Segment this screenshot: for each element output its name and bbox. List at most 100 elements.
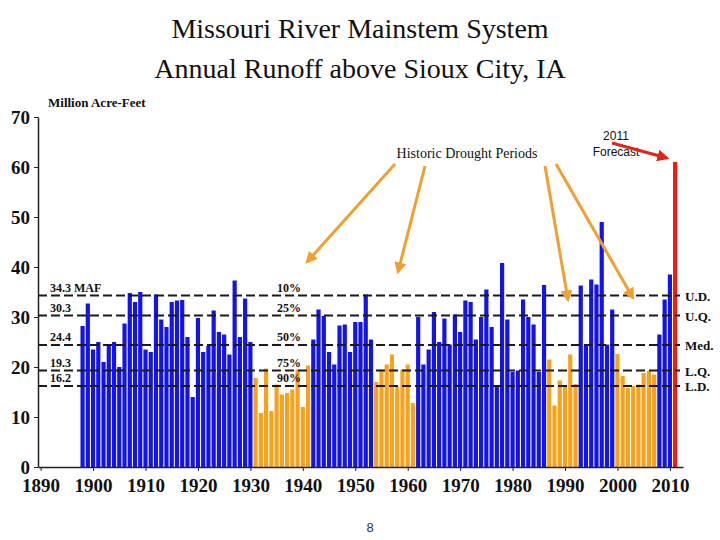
bar xyxy=(238,337,242,467)
x-tick: 1890 xyxy=(22,467,60,496)
bar xyxy=(663,300,667,468)
bar xyxy=(584,345,588,468)
bar xyxy=(479,317,483,467)
x-tick-mark xyxy=(355,467,356,471)
bar xyxy=(149,352,153,467)
x-tick-mark xyxy=(146,467,147,471)
bar xyxy=(416,317,420,467)
bar xyxy=(495,387,499,467)
bar xyxy=(96,342,100,467)
y-tick-label: 30 xyxy=(11,307,30,328)
y-tick-label: 70 xyxy=(11,107,30,128)
bar xyxy=(626,388,630,467)
bar xyxy=(133,302,137,467)
bar xyxy=(233,281,237,468)
annotation-arrow xyxy=(307,164,395,262)
reference-code-label: L.Q. xyxy=(685,364,710,379)
x-tick: 1980 xyxy=(494,467,532,496)
title: Missouri River Mainstem System xyxy=(171,13,548,44)
y-tick-mark xyxy=(34,217,38,218)
bar xyxy=(285,393,289,467)
x-tick: 1990 xyxy=(547,467,585,496)
bar xyxy=(280,395,284,468)
reference-value-label: 19.3 xyxy=(50,356,71,370)
x-tick: 1960 xyxy=(389,467,427,496)
y-axis: 010203040506070 xyxy=(11,107,39,478)
x-tick-label: 1940 xyxy=(284,475,322,496)
bar xyxy=(128,293,132,467)
bar xyxy=(316,310,320,468)
bar xyxy=(490,327,494,467)
y-tick-mark xyxy=(34,417,38,418)
reference-value-label: 16.2 xyxy=(50,371,71,385)
annotation-arrow xyxy=(398,166,425,272)
bar xyxy=(379,370,383,468)
bar xyxy=(589,280,593,468)
reference-line xyxy=(38,385,680,387)
bar xyxy=(547,360,551,468)
bar xyxy=(243,299,247,468)
bar xyxy=(217,332,221,467)
x-tick-label: 1920 xyxy=(179,475,217,496)
bar xyxy=(117,367,121,467)
y-tick-mark xyxy=(34,117,38,118)
reference-percentile-label: 75% xyxy=(277,356,301,370)
bar xyxy=(631,386,635,467)
y-tick: 40 xyxy=(11,257,38,278)
x-tick-label: 1990 xyxy=(547,475,585,496)
page-number: 8 xyxy=(366,520,373,535)
chart: Missouri River Mainstem System Annual Run… xyxy=(0,0,720,540)
x-tick-label: 1900 xyxy=(75,475,113,496)
reference-value-label: 30.3 xyxy=(50,301,71,315)
y-tick-label: 40 xyxy=(11,257,30,278)
bar xyxy=(259,413,263,467)
bar xyxy=(558,381,562,468)
bar xyxy=(469,302,473,467)
subtitle: Annual Runoff above Sioux City, IA xyxy=(154,53,566,84)
bar xyxy=(521,300,525,468)
reference-lines xyxy=(38,296,680,387)
x-tick-label: 1960 xyxy=(389,475,427,496)
bar xyxy=(143,350,147,468)
reference-labels: 34.3 MAF10%U.D.30.325%U.Q.24.450%Med.19.… xyxy=(50,281,714,395)
bar xyxy=(290,390,294,468)
x-tick-mark xyxy=(250,467,251,471)
reference-code-label: U.D. xyxy=(685,289,710,304)
bar xyxy=(448,345,452,468)
bar xyxy=(652,375,656,468)
bar xyxy=(86,304,90,468)
bar xyxy=(301,407,305,467)
bar xyxy=(191,397,195,467)
bar xyxy=(101,362,105,467)
x-tick-mark xyxy=(408,467,409,471)
bar xyxy=(421,365,425,468)
bar xyxy=(91,350,95,468)
x-tick: 1940 xyxy=(284,467,322,496)
bar xyxy=(657,335,661,468)
x-tick: 1970 xyxy=(442,467,480,496)
x-tick-label: 1930 xyxy=(232,475,270,496)
bar xyxy=(222,335,226,468)
bar xyxy=(458,332,462,467)
bar xyxy=(112,342,116,467)
y-axis-title: Million Acre-Feet xyxy=(48,95,146,110)
annotation-arrow xyxy=(612,143,667,158)
bar xyxy=(621,376,625,467)
x-tick: 2000 xyxy=(599,467,637,496)
bar xyxy=(269,411,273,467)
x-tick-label: 1890 xyxy=(22,475,60,496)
bar xyxy=(463,301,467,468)
bar xyxy=(80,326,84,467)
y-tick: 70 xyxy=(11,107,38,128)
reference-line xyxy=(38,344,680,346)
y-tick-mark xyxy=(34,467,38,468)
y-tick: 20 xyxy=(11,357,38,378)
y-tick: 10 xyxy=(11,407,38,428)
bar xyxy=(385,365,389,468)
bar xyxy=(369,340,373,468)
x-tick-label: 1970 xyxy=(442,475,480,496)
x-tick-label: 2010 xyxy=(651,475,689,496)
bar xyxy=(201,352,205,467)
x-tick: 1910 xyxy=(127,467,165,496)
bar xyxy=(170,302,174,467)
